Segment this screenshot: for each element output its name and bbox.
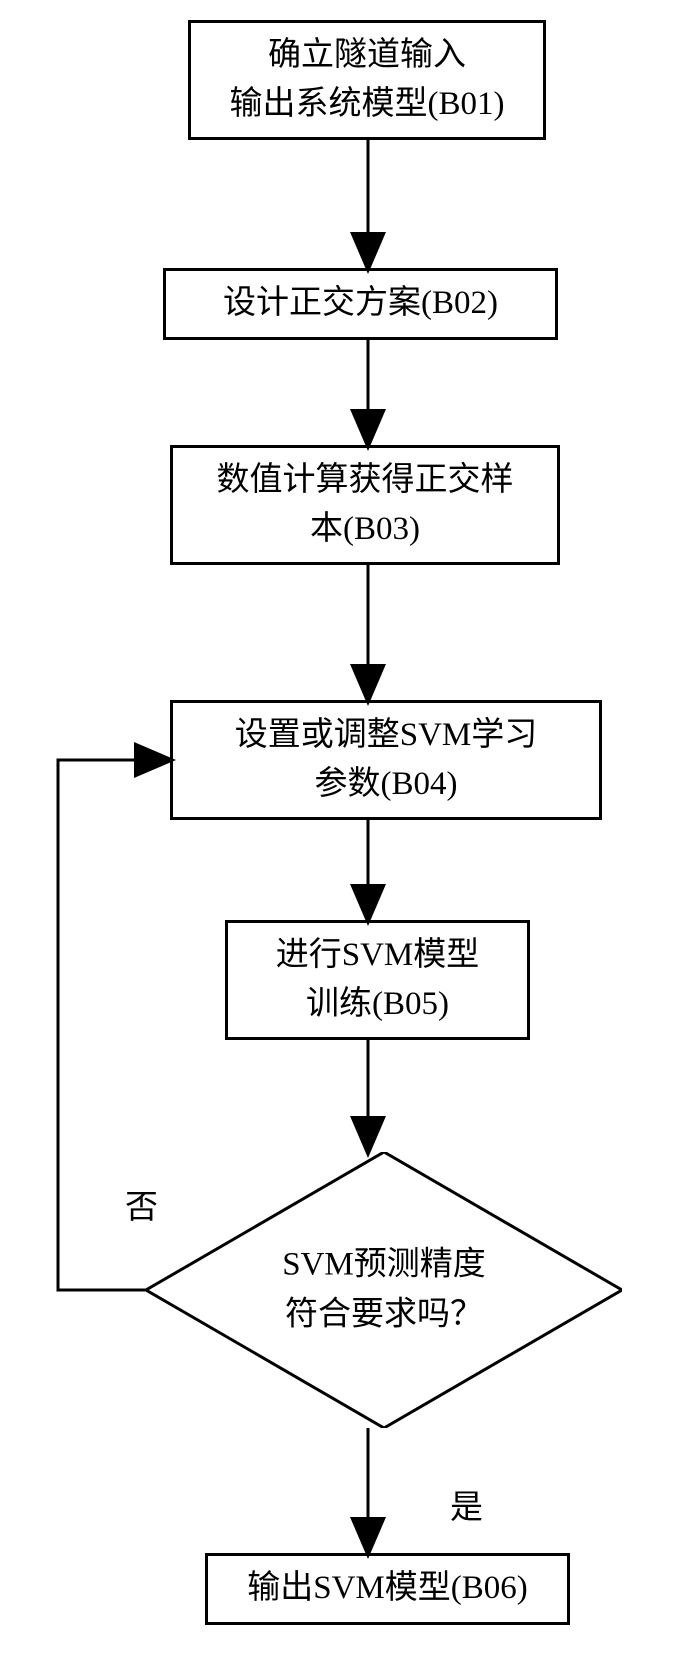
loop-arrow-no <box>58 760 170 1290</box>
arrows-layer <box>0 0 694 1674</box>
